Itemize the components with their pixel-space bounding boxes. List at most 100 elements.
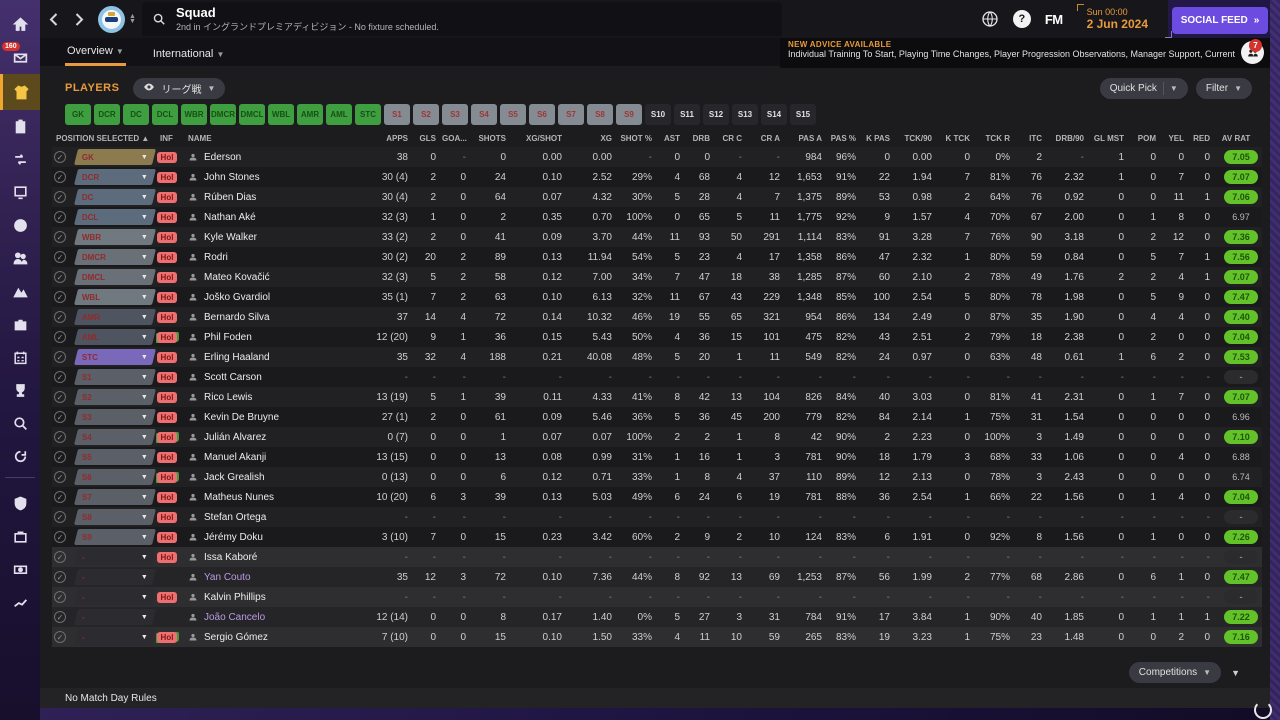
player-row[interactable]: ✓ WBR ▼ Hol Kyle Walker 33 (2) 2 0 41 0.09 3.70 44%… — [52, 227, 1262, 247]
player-row[interactable]: ✓ S5 ▼ Hol Manuel Akanji 13 (15) 0 0 13 0.08 0.99 3… — [52, 447, 1262, 467]
club-vision-icon[interactable] — [0, 209, 40, 242]
player-row[interactable]: ✓ - ▼ Hol Sergio Gómez 7 (10) 0 0 15 0.10 1.50 33% 4… — [52, 627, 1262, 647]
column-header[interactable]: AST — [664, 134, 680, 143]
player-row[interactable]: ✓ S6 ▼ Hol Jack Grealish 0 (13) 0 0 6 0.12 0.71 33%… — [52, 467, 1262, 487]
player-name-cell[interactable]: Kalvin Phillips — [184, 592, 370, 603]
club-switch-chevrons[interactable]: ▲ ▼ — [129, 13, 136, 25]
column-header-position-selected[interactable]: POSITION SELECTED ▲ — [56, 134, 150, 143]
player-name-cell[interactable]: Nathan Aké — [184, 212, 370, 223]
select-check-icon[interactable]: ✓ — [54, 311, 66, 323]
player-name-cell[interactable]: Scott Carson — [184, 372, 370, 383]
select-check-icon[interactable]: ✓ — [54, 591, 66, 603]
column-header[interactable]: XG — [600, 134, 612, 143]
column-header[interactable]: XG/SHOT — [525, 134, 562, 143]
column-header[interactable]: GLS — [419, 134, 436, 143]
transfers-icon[interactable] — [0, 143, 40, 176]
position-badge[interactable]: S4 ▼ — [74, 429, 156, 445]
column-header[interactable]: NAME — [188, 134, 212, 143]
data-hub-icon[interactable] — [0, 586, 40, 619]
column-header[interactable]: POM — [1137, 134, 1156, 143]
player-row[interactable]: ✓ S8 ▼ Hol Stefan Ortega - - - - - - - - - - - - - - - - - - - -… — [52, 507, 1262, 527]
player-row[interactable]: ✓ AMR ▼ Hol Bernardo Silva 37 14 4 72 0.14 10.32 46… — [52, 307, 1262, 327]
select-check-icon[interactable]: ✓ — [54, 251, 66, 263]
inf-badge[interactable]: Hol — [156, 451, 178, 463]
column-header[interactable]: K TCK — [945, 134, 970, 143]
pos-filter-s9[interactable]: S9 — [616, 104, 642, 125]
column-header[interactable]: APPS — [386, 134, 408, 143]
position-badge[interactable]: DCL ▼ — [74, 209, 156, 225]
player-row[interactable]: ✓ AML ▼ Hol Phil Foden 12 (20) 9 1 36 0.15 5.43 50%… — [52, 327, 1262, 347]
pos-filter-gk[interactable]: GK — [65, 104, 91, 125]
player-row[interactable]: ✓ DC ▼ Hol Rúben Dias 30 (4) 2 0 64 0.07 4.32 30% 5 2… — [52, 187, 1262, 207]
help-icon[interactable]: ? — [1012, 10, 1031, 28]
player-row[interactable]: ✓ - ▼ João Cancelo 12 (14) 0 0 8 0.17 1.40 0% 5 27 3 3… — [52, 607, 1262, 627]
position-badge[interactable]: S1 ▼ — [74, 369, 156, 385]
filter-button[interactable]: Filter ▼ — [1195, 77, 1252, 99]
select-check-icon[interactable]: ✓ — [54, 171, 66, 183]
player-name-cell[interactable]: Kyle Walker — [184, 232, 370, 243]
position-badge[interactable]: S7 ▼ — [74, 489, 156, 505]
position-badge[interactable]: - ▼ — [74, 549, 156, 565]
club-info-icon[interactable] — [0, 487, 40, 520]
club-crest[interactable] — [98, 5, 125, 33]
player-name-cell[interactable]: Stefan Ortega — [184, 512, 370, 523]
select-check-icon[interactable]: ✓ — [54, 511, 66, 523]
select-check-icon[interactable]: ✓ — [54, 411, 66, 423]
advisor-icon[interactable]: 7 — [1241, 39, 1264, 64]
column-header[interactable]: SHOTS — [478, 134, 506, 143]
position-badge[interactable]: S3 ▼ — [74, 409, 156, 425]
quick-pick-button[interactable]: Quick Pick ▼ — [1099, 77, 1188, 99]
player-name-cell[interactable]: Julián Álvarez — [184, 432, 370, 443]
inf-badge[interactable]: Hol — [156, 391, 178, 403]
inf-badge[interactable]: Hol — [156, 271, 178, 283]
player-name-cell[interactable]: Joško Gvardiol — [184, 292, 370, 303]
column-header[interactable]: K PAS — [866, 134, 890, 143]
column-header[interactable]: PAS % — [830, 134, 856, 143]
inf-badge[interactable]: Hol — [156, 471, 178, 483]
position-badge[interactable]: - ▼ — [74, 569, 156, 585]
player-row[interactable]: ✓ - ▼ Hol Issa Kaboré - - - - - - - - - - - - - - - - - - - - - - -… — [52, 547, 1262, 567]
advice-banner[interactable]: NEW ADVICE AVAILABLE Individual Training… — [780, 38, 1270, 68]
competitions-icon[interactable] — [0, 374, 40, 407]
player-name-cell[interactable]: Jérémy Doku — [184, 532, 370, 543]
select-check-icon[interactable]: ✓ — [54, 191, 66, 203]
inf-badge[interactable]: Hol — [156, 171, 178, 183]
pos-filter-wbl[interactable]: WBL — [268, 104, 294, 125]
player-row[interactable]: ✓ DCL ▼ Hol Nathan Aké 32 (3) 1 0 2 0.35 0.70 100% 0… — [52, 207, 1262, 227]
inf-badge[interactable]: Hol — [156, 531, 178, 543]
inf-badge[interactable]: Hol — [156, 251, 178, 263]
pos-filter-s1[interactable]: S1 — [384, 104, 410, 125]
player-row[interactable]: ✓ S4 ▼ Hol Julián Álvarez 0 (7) 0 0 1 0.07 0.07 100… — [52, 427, 1262, 447]
position-badge[interactable]: DMCR ▼ — [74, 249, 156, 265]
player-name-cell[interactable]: Mateo Kovačić — [184, 272, 370, 283]
player-row[interactable]: ✓ DMCL ▼ Hol Mateo Kovačić 32 (3) 5 2 58 0.12 7.00… — [52, 267, 1262, 287]
inf-badge[interactable]: Hol — [156, 311, 178, 323]
inf-badge[interactable]: Hol — [156, 431, 178, 443]
pos-filter-dmcr[interactable]: DMCR — [210, 104, 236, 125]
job-centre-icon[interactable] — [0, 520, 40, 553]
player-row[interactable]: ✓ DMCR ▼ Hol Rodri 30 (2) 20 2 89 0.13 11.94 54% 5 23… — [52, 247, 1262, 267]
column-header[interactable]: DRB — [692, 134, 710, 143]
staff-icon[interactable] — [0, 242, 40, 275]
select-check-icon[interactable]: ✓ — [54, 211, 66, 223]
position-badge[interactable]: DCR ▼ — [74, 169, 156, 185]
position-badge[interactable]: AML ▼ — [74, 329, 156, 345]
pos-filter-dcl[interactable]: DCL — [152, 104, 178, 125]
position-badge[interactable]: STC ▼ — [74, 349, 156, 365]
schedule-icon[interactable] — [0, 341, 40, 374]
pos-filter-dmcl[interactable]: DMCL — [239, 104, 265, 125]
inf-badge[interactable]: Hol — [156, 231, 178, 243]
column-header[interactable]: CR C — [722, 134, 742, 143]
player-name-cell[interactable]: Erling Haaland — [184, 352, 370, 363]
pos-filter-s10[interactable]: S10 — [645, 104, 671, 125]
pos-filter-aml[interactable]: AML — [326, 104, 352, 125]
continue-icon[interactable] — [0, 440, 40, 473]
position-badge[interactable]: S8 ▼ — [74, 509, 156, 525]
position-badge[interactable]: S6 ▼ — [74, 469, 156, 485]
pos-filter-s13[interactable]: S13 — [732, 104, 758, 125]
column-header[interactable]: TCK/90 — [904, 134, 932, 143]
tab-overview[interactable]: Overview ▼ — [65, 41, 126, 66]
search-nav-icon[interactable] — [0, 407, 40, 440]
select-check-icon[interactable]: ✓ — [54, 291, 66, 303]
competitions-dropdown[interactable]: Competitions ▼ — [1128, 662, 1222, 683]
